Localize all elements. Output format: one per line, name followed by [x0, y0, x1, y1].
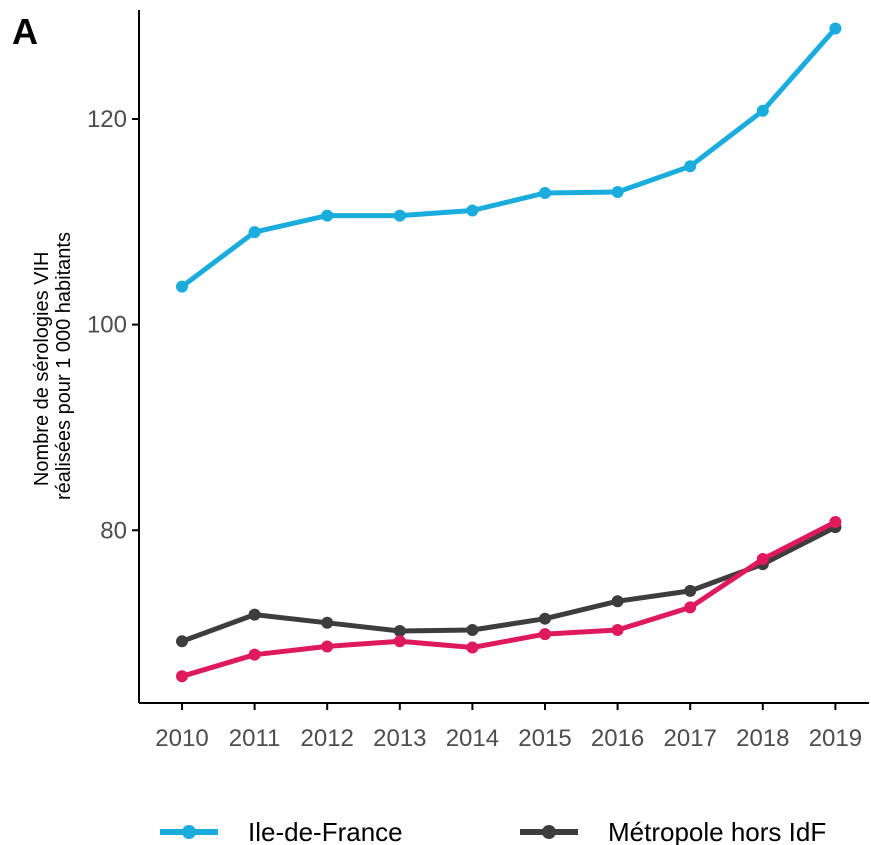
data-point: [321, 640, 334, 653]
x-tick-label: 2010: [155, 725, 208, 752]
data-point: [248, 608, 261, 621]
data-point: [829, 22, 842, 35]
data-point: [393, 209, 406, 222]
data-point: [176, 635, 188, 648]
data-point: [466, 641, 479, 654]
data-point: [393, 635, 406, 648]
legend-key-point: [542, 825, 556, 839]
data-point: [611, 185, 624, 198]
x-tick-label: 2017: [664, 725, 717, 752]
data-point: [539, 187, 551, 200]
data-point: [176, 670, 188, 683]
legend: Ile-de-France Métropole hors IdF: [160, 817, 826, 845]
x-tick-label: 2011: [229, 725, 281, 752]
data-point: [321, 209, 334, 222]
data-point: [466, 623, 479, 636]
x-tick-label: 2014: [446, 725, 499, 752]
data-point: [829, 516, 842, 529]
panel-label: A: [12, 11, 38, 52]
x-tick-label: 2016: [591, 725, 644, 752]
y-axis-ticks: 80 100 120: [87, 106, 139, 544]
data-point: [611, 595, 624, 608]
x-tick-label: 2018: [736, 725, 789, 752]
data-point: [684, 584, 697, 597]
data-point: [539, 612, 551, 625]
legend-key-point: [182, 825, 196, 839]
data-point: [684, 160, 697, 173]
x-tick-label: 2019: [809, 725, 862, 752]
x-tick-label: 2013: [373, 725, 426, 752]
series-line: [179, 519, 838, 679]
x-tick-label: 2015: [518, 725, 571, 752]
data-point: [393, 625, 406, 638]
y-tick-label: 80: [100, 517, 127, 544]
y-axis-title-line-1: Nombre de sérologies VIH: [31, 252, 53, 487]
y-tick-label: 100: [87, 312, 127, 339]
data-point: [756, 104, 769, 117]
series-line: [179, 26, 838, 290]
y-axis-title-line-2: réalisées pour 1 000 habitants: [53, 232, 75, 500]
data-point: [321, 616, 334, 629]
series-line: [179, 524, 838, 644]
x-axis-ticks: 2010 2011 2012 2013 2014 2015 2016 2017 2018 2019: [155, 703, 862, 752]
data-point: [176, 280, 188, 293]
data-point: [248, 226, 261, 239]
legend-label: Ile-de-France: [248, 817, 403, 845]
data-point: [539, 628, 551, 641]
data-point: [466, 204, 479, 217]
y-tick-label: 120: [87, 106, 127, 133]
y-axis-title: Nombre de sérologies VIH réalisées pour …: [31, 232, 75, 500]
data-point: [756, 553, 769, 566]
x-tick-label: 2012: [301, 725, 354, 752]
data-point: [684, 601, 697, 614]
data-point: [611, 623, 624, 636]
series-group: [176, 22, 842, 683]
legend-label: Métropole hors IdF: [608, 817, 826, 845]
data-point: [248, 648, 261, 661]
